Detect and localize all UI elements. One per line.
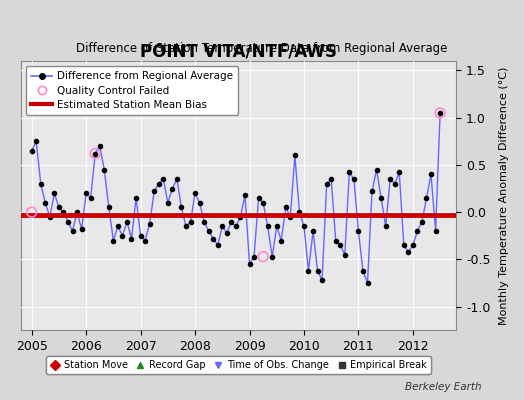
Text: Berkeley Earth: Berkeley Earth — [406, 382, 482, 392]
Point — [91, 150, 100, 157]
Point — [436, 110, 444, 116]
Point — [27, 209, 36, 215]
Y-axis label: Monthly Temperature Anomaly Difference (°C): Monthly Temperature Anomaly Difference (… — [499, 66, 509, 325]
Point — [259, 253, 267, 260]
Text: Difference of Station Temperature Data from Regional Average: Difference of Station Temperature Data f… — [77, 42, 447, 55]
Legend: Station Move, Record Gap, Time of Obs. Change, Empirical Break: Station Move, Record Gap, Time of Obs. C… — [46, 356, 431, 374]
Title: POINT VITA/NTF/AWS: POINT VITA/NTF/AWS — [140, 43, 337, 61]
